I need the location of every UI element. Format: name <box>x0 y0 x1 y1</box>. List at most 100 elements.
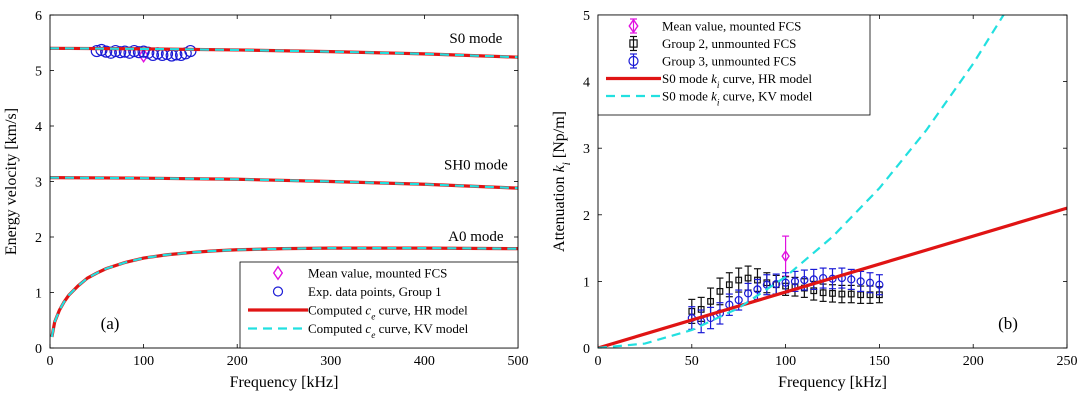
legend-label: Mean value, mounted FCS <box>662 19 801 34</box>
data-point <box>800 275 809 285</box>
legend-item: Exp. data points, Group 1 <box>272 284 442 299</box>
data-point <box>847 290 855 298</box>
series-line <box>50 176 518 190</box>
legend-marker <box>272 265 284 281</box>
data-point <box>734 295 743 305</box>
mode-annotation: S0 mode <box>449 31 502 47</box>
data-point <box>856 277 865 286</box>
legend-item: Computed ce curve, HR model <box>248 303 468 323</box>
panel-label: (a) <box>101 314 120 333</box>
y-tick-label: 1 <box>35 287 42 302</box>
x-tick-label: 100 <box>775 354 796 369</box>
mode-annotation: A0 mode <box>448 229 504 245</box>
x-tick-label: 100 <box>133 354 154 369</box>
legend-item: S0 mode ki curve, KV model <box>606 89 813 109</box>
legend-label: S0 mode ki curve, HR model <box>662 71 812 91</box>
data-point <box>118 45 131 58</box>
legend-label: Computed ce curve, KV model <box>308 321 469 341</box>
data-point <box>744 274 752 282</box>
x-tick-label: 200 <box>963 354 984 369</box>
data-point <box>781 278 790 287</box>
series-4 <box>598 15 1005 348</box>
data-point <box>753 285 762 294</box>
panel-label: (b) <box>998 314 1018 333</box>
legend-label: Computed ce curve, HR model <box>308 303 468 323</box>
data-point <box>100 45 113 58</box>
legend: Mean value, mounted FCS Group 2, unmounte… <box>597 14 871 116</box>
series-1 <box>90 43 197 62</box>
data-point <box>781 249 790 263</box>
plot-area <box>50 43 518 338</box>
series-0 <box>138 48 149 64</box>
legend-box <box>597 14 871 116</box>
mode-annotation: SH0 mode <box>444 157 508 173</box>
y-tick-label: 5 <box>583 9 590 24</box>
y-tick-label: 0 <box>583 342 590 357</box>
data-point <box>90 44 103 58</box>
legend: Mean value, mounted FCS Exp. data points,… <box>239 261 519 349</box>
y-axis-label: Attenuation ki [Np/m] <box>551 111 573 252</box>
data-point <box>829 289 836 297</box>
legend-label: Group 2, unmounted FCS <box>662 36 796 51</box>
y-tick-label: 2 <box>35 231 42 246</box>
series-3 <box>598 206 1067 348</box>
legend-item: Mean value, mounted FCS <box>272 265 447 281</box>
x-tick-label: 500 <box>508 354 529 369</box>
data-point <box>114 46 127 59</box>
series-line <box>50 247 518 338</box>
data-point <box>109 44 122 58</box>
legend-marker <box>628 18 639 34</box>
data-point <box>725 281 733 289</box>
series-3 <box>50 47 518 338</box>
legend-label: Exp. data points, Group 1 <box>308 284 442 299</box>
x-tick-label: 0 <box>47 354 54 369</box>
series-0 <box>781 235 790 277</box>
y-tick-label: 4 <box>583 76 590 91</box>
legend-box <box>239 261 519 349</box>
data-point <box>743 289 753 298</box>
x-tick-label: 250 <box>1057 354 1078 369</box>
legend-label: S0 mode ki curve, KV model <box>662 89 813 109</box>
legend-label: Group 3, unmounted FCS <box>662 54 796 69</box>
y-axis-label: Energy velocity [km/s] <box>3 108 20 255</box>
y-tick-label: 2 <box>583 209 590 224</box>
data-point <box>707 297 714 305</box>
data-point <box>138 48 149 64</box>
legend-item: Computed ce curve, KV model <box>248 321 469 341</box>
data-point <box>865 278 875 287</box>
x-tick-label: 150 <box>869 354 890 369</box>
legend-item: Group 2, unmounted FCS <box>629 35 796 52</box>
legend-marker <box>629 39 638 48</box>
chart-panel-b: 0 50 100 150 200 250 0 1 2 3 4 5 Frequency [kHz] Atte… <box>551 9 1078 391</box>
data-point <box>184 44 197 58</box>
x-tick-label: 0 <box>595 354 602 369</box>
x-axis-label: Frequency [kHz] <box>230 374 339 391</box>
data-point <box>772 279 781 289</box>
x-tick-label: 300 <box>320 354 341 369</box>
data-point <box>875 280 884 289</box>
series-line <box>50 176 518 190</box>
data-point <box>847 275 856 284</box>
data-point <box>128 44 141 58</box>
legend-label: Mean value, mounted FCS <box>308 266 447 281</box>
data-point <box>132 46 146 59</box>
y-tick-label: 4 <box>35 120 42 135</box>
x-tick-label: 50 <box>685 354 699 369</box>
series-line <box>598 206 1067 348</box>
series-line <box>598 15 1005 348</box>
data-point <box>819 289 827 297</box>
y-tick-label: 3 <box>35 176 42 191</box>
y-tick-label: 5 <box>35 65 42 80</box>
y-tick-label: 1 <box>583 275 590 290</box>
x-tick-label: 200 <box>227 354 248 369</box>
series-line <box>50 47 518 59</box>
data-point <box>735 276 743 284</box>
data-point <box>790 277 800 286</box>
legend-marker <box>272 286 284 297</box>
chart-panel-a: 0 100 200 300 400 500 0 1 2 3 4 5 6 S0 mode SH0 mode A0… <box>3 9 529 391</box>
y-tick-label: 6 <box>35 9 42 24</box>
y-tick-label: 0 <box>35 342 42 357</box>
data-point <box>716 287 724 295</box>
plot-area <box>598 15 1067 348</box>
